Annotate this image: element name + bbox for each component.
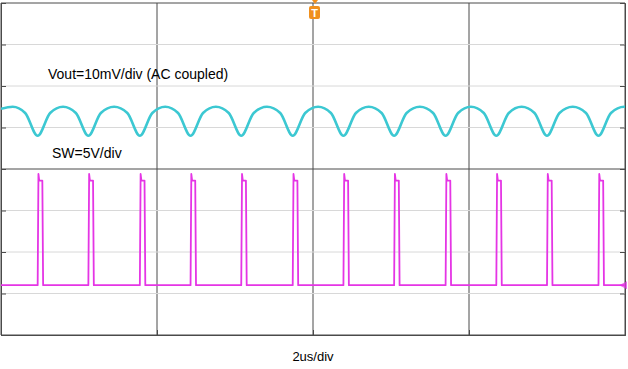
tick-mark	[157, 330, 158, 335]
tick	[1, 211, 6, 212]
tick	[620, 169, 625, 170]
series-label: Vout=10mV/div (AC coupled)	[48, 66, 228, 82]
tick	[620, 211, 625, 212]
tick-mark	[620, 211, 625, 212]
tick-mark	[1, 3, 6, 4]
tick-mark	[313, 330, 314, 335]
tick	[469, 330, 470, 335]
tick-mark	[620, 252, 625, 253]
tick-mark	[620, 45, 625, 46]
y-grid-line	[1, 293, 625, 294]
tick	[1, 3, 6, 4]
tick	[157, 330, 158, 335]
tick	[1, 335, 6, 336]
trigger-box	[309, 6, 320, 19]
trace	[1, 107, 625, 136]
x-axis	[2, 330, 626, 336]
y-grid-line	[1, 210, 625, 211]
tick	[620, 128, 625, 129]
series-label: SW=5V/div	[52, 145, 122, 161]
axis-line	[2, 330, 626, 336]
tick-mark	[620, 3, 625, 4]
tick	[620, 45, 625, 46]
tick-mark	[1, 45, 6, 46]
chart: Vout=10mV/div (AC coupled) SW=5V/div 2us/d…	[0, 0, 628, 369]
grid	[1, 3, 625, 335]
tick-mark	[1, 252, 6, 253]
y-grid-line	[1, 86, 625, 87]
tick-mark	[469, 330, 470, 335]
tick	[1, 86, 6, 87]
y-grid-line	[1, 44, 625, 45]
tick-mark	[620, 294, 625, 295]
tick	[1, 252, 6, 253]
tick	[1, 294, 6, 295]
tick	[1, 169, 6, 170]
tick-mark	[1, 86, 6, 87]
level-marker	[619, 281, 627, 289]
tick-mark	[1, 211, 6, 212]
tick	[620, 294, 625, 295]
trigger-marker: T	[309, 0, 320, 19]
y-grid-line	[1, 252, 625, 253]
tick	[620, 252, 625, 253]
tick-mark	[620, 128, 625, 129]
tick	[620, 335, 625, 336]
tick	[620, 86, 625, 87]
tick-mark	[1, 128, 6, 129]
trigger-arrow	[312, 0, 318, 4]
tick-mark	[1, 294, 6, 295]
y-grid-line	[1, 3, 625, 4]
tick	[313, 330, 314, 335]
traces	[1, 107, 625, 285]
tick-mark	[620, 169, 625, 170]
tick-mark	[1, 335, 6, 336]
tick	[620, 3, 625, 4]
tick-mark	[1, 169, 6, 170]
tick-mark	[620, 86, 625, 87]
tick	[1, 128, 6, 129]
trigger-label: T	[311, 7, 318, 19]
tick	[1, 45, 6, 46]
x-axis-label: 2us/div	[292, 349, 334, 364]
trace	[1, 174, 625, 285]
y-grid-line	[1, 169, 625, 170]
tick-mark	[620, 335, 625, 336]
